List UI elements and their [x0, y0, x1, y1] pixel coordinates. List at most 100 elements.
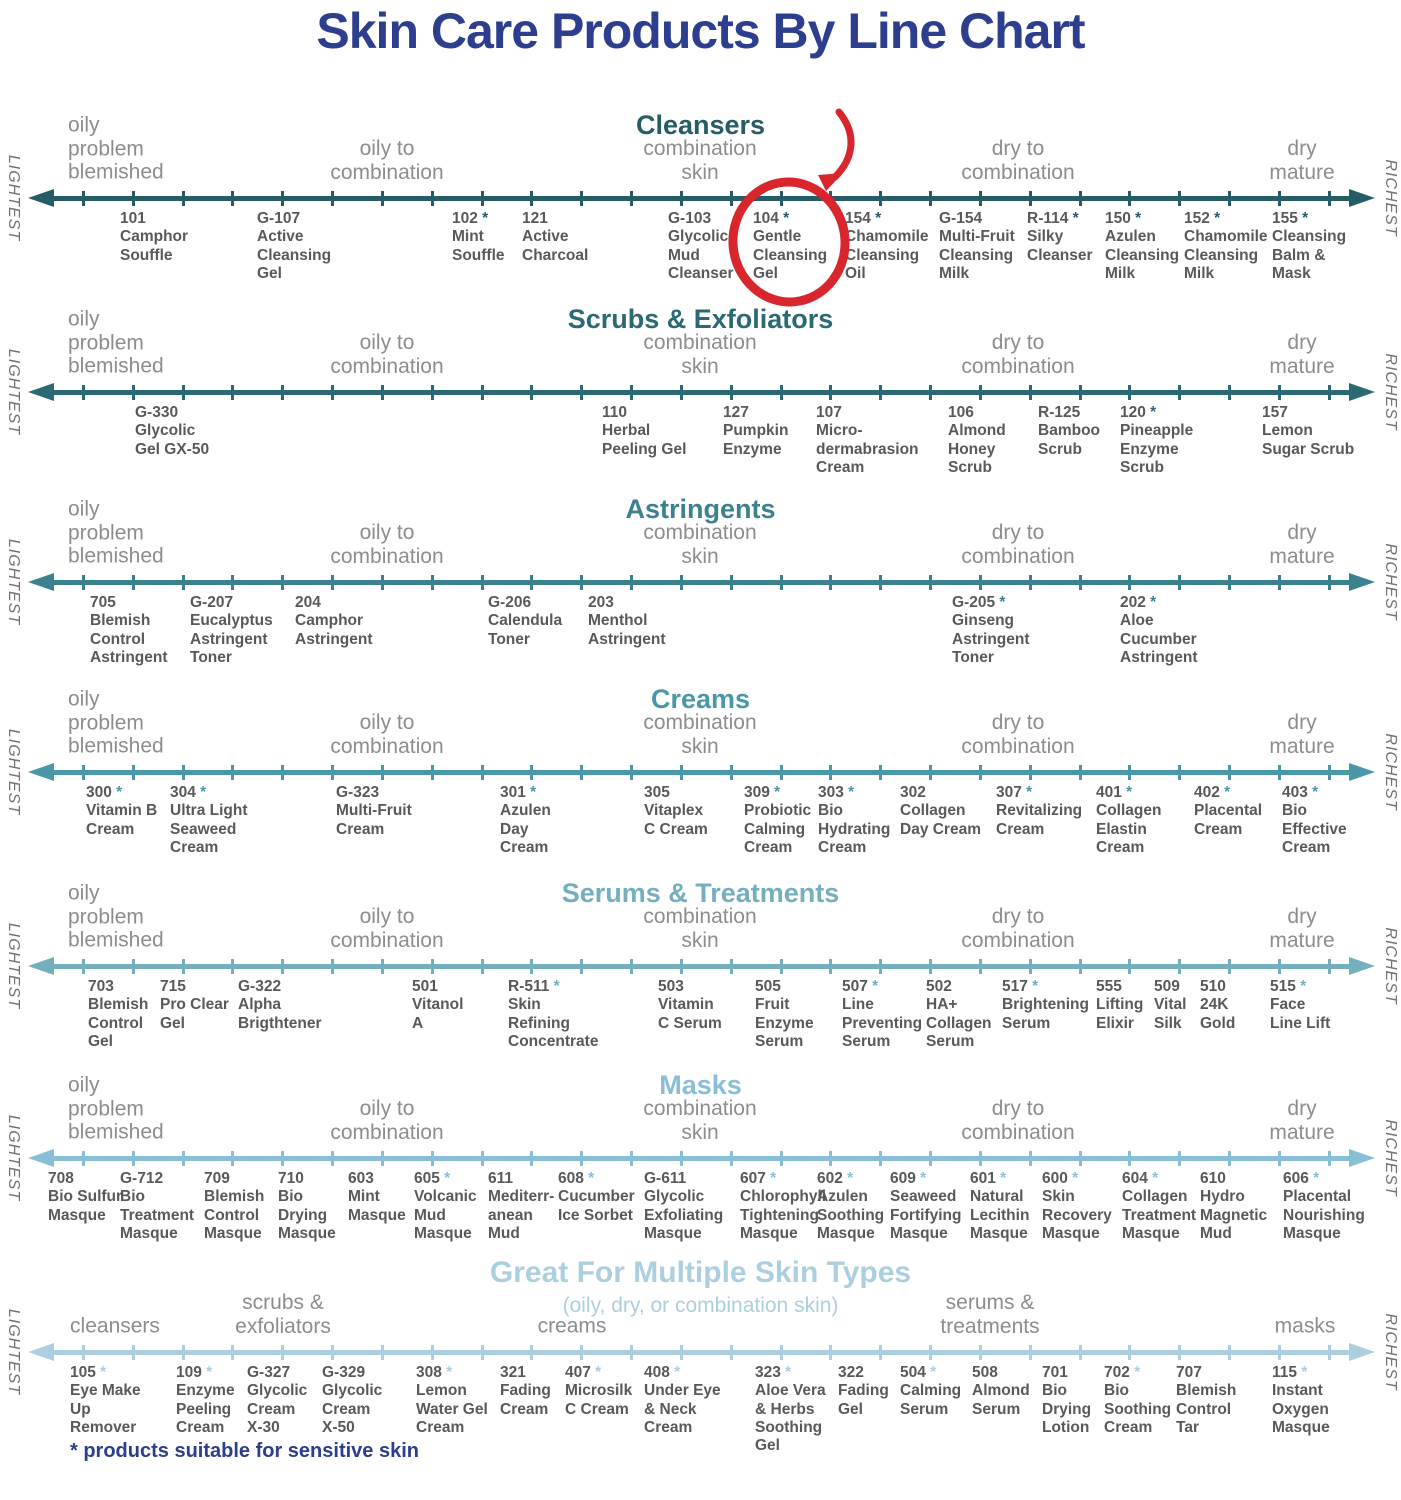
product-code: 606 * [1283, 1170, 1320, 1187]
product-code: 555 [1096, 978, 1122, 995]
product-name: Enzyme Peeling Cream [176, 1382, 235, 1436]
axis-bar [44, 579, 1359, 585]
sensitive-asterisk: * [1147, 1170, 1159, 1187]
axis-tick [630, 384, 634, 400]
axis-tick [380, 1150, 384, 1166]
section-title: Creams [650, 684, 751, 714]
product-item: 109 * Enzyme Peeling Cream [176, 1364, 235, 1437]
axis-tick [1228, 384, 1232, 400]
sensitive-asterisk: * [1027, 978, 1039, 995]
axis-label-richest: RICHEST [1382, 543, 1399, 621]
product-item: G-322 Alpha Brigthtener [238, 978, 322, 1033]
axis-arrow-left [28, 1343, 54, 1361]
section-masks: Masks oily problem blemished oily to combi… [0, 1058, 1401, 1268]
product-name: Cucumber Ice Sorbet [558, 1188, 635, 1224]
product-name: Bio Treatment Masque [120, 1188, 195, 1242]
sensitive-asterisk: * [195, 784, 207, 801]
product-name: Calming Serum [900, 1382, 962, 1418]
sensitive-asterisk: * [1295, 978, 1307, 995]
sensitive-asterisk: * [1297, 210, 1309, 227]
section-title: Masks [659, 1070, 742, 1100]
axis-tick [779, 764, 783, 780]
product-name: Vitamin C Serum [658, 996, 722, 1032]
sensitive-asterisk: * [925, 1364, 937, 1381]
product-item: 517 * Brightening Serum [1002, 978, 1089, 1033]
product-item: 303 * Bio Hydrating Cream [818, 784, 890, 857]
product-item: 603 Mint Masque [348, 1170, 406, 1225]
skin-type-label: dry to combination [961, 710, 1075, 758]
axis-bar [44, 195, 1359, 201]
product-code: 709 [204, 1170, 230, 1187]
product-name: Pumpkin Enzyme [723, 422, 789, 458]
sensitive-asterisk: * [1297, 1364, 1308, 1381]
product-item: 407 * Microsilk C Cream [565, 1364, 632, 1419]
axis-tick [978, 190, 982, 206]
skin-type-label: oily to combination [330, 520, 444, 568]
axis-tick [679, 190, 683, 206]
axis-arrow-right [1349, 383, 1375, 401]
sensitive-asterisk: * [441, 1364, 453, 1381]
product-item: 127 Pumpkin Enzyme [723, 404, 788, 459]
axis-tick [530, 384, 534, 400]
axis-tick [729, 384, 733, 400]
axis-tick [530, 764, 534, 780]
product-item: 101 Camphor Souffle [120, 210, 188, 265]
axis-tick [1228, 764, 1232, 780]
axis-tick [1128, 574, 1132, 590]
product-code: 307 * [996, 784, 1033, 801]
axis-tick [430, 574, 434, 590]
product-code: 710 [278, 1170, 304, 1187]
sensitive-asterisk: * [95, 1364, 107, 1381]
axis-ticks [82, 384, 1331, 400]
product-code: 102 * [452, 210, 489, 227]
product-name: Face Line Lift [1270, 996, 1331, 1032]
product-code: 510 [1200, 978, 1226, 995]
product-name: Micro- dermabrasion Cream [816, 422, 919, 476]
axis-tick [1178, 1344, 1182, 1360]
product-code: 508 [972, 1364, 998, 1381]
product-code: 101 [120, 210, 146, 227]
axis-line [28, 957, 1375, 975]
axis-arrow-left [28, 383, 54, 401]
skin-type-label: dry mature [1269, 1096, 1335, 1144]
sensitive-asterisk: * [1068, 210, 1079, 227]
product-name: Multi-Fruit Cream [336, 802, 412, 838]
skin-type-label: dry mature [1269, 710, 1335, 758]
axis-tick [978, 764, 982, 780]
product-item: G-154 Multi-Fruit Cleansing Milk [939, 210, 1015, 283]
axis-tick [1228, 574, 1232, 590]
axis-tick [1028, 384, 1032, 400]
skin-type-label: oily to combination [330, 710, 444, 758]
axis-tick [1178, 384, 1182, 400]
product-item: 605 * Volcanic Mud Masque [414, 1170, 477, 1243]
product-item: G-207 Eucalyptus Astringent Toner [190, 594, 273, 667]
product-item: 304 * Ultra Light Seaweed Cream [170, 784, 248, 857]
axis-tick [679, 574, 683, 590]
axis-tick [331, 958, 335, 974]
product-code: 515 * [1270, 978, 1307, 995]
axis-ticks [82, 190, 1331, 206]
axis-arrow-right [1349, 189, 1375, 207]
product-code: 608 * [558, 1170, 595, 1187]
sensitive-asterisk: * [769, 784, 781, 801]
axis-tick [729, 190, 733, 206]
product-name: Placental Nourishing Masque [1283, 1188, 1365, 1242]
product-name: Eucalyptus Astringent Toner [190, 612, 273, 666]
product-code: 152 * [1184, 210, 1221, 227]
product-name: Silky Cleanser [1027, 228, 1093, 264]
product-code: 109 * [176, 1364, 213, 1381]
product-code: 407 * [565, 1364, 602, 1381]
skin-type-label: oily to combination [330, 1096, 444, 1144]
axis-tick [281, 190, 285, 206]
product-code: G-327 [247, 1364, 291, 1381]
axis-tick [1327, 958, 1331, 974]
skin-type-label: dry to combination [961, 330, 1075, 378]
axis-tick [181, 384, 185, 400]
product-item: 608 * Cucumber Ice Sorbet [558, 1170, 635, 1225]
product-code: 322 [838, 1364, 864, 1381]
product-name: Eye Make Up Remover [70, 1382, 141, 1436]
product-item: G-206 Calendula Toner [488, 594, 562, 649]
product-code: G-322 [238, 978, 282, 995]
product-item: 323 * Aloe Vera & Herbs Soothing Gel [755, 1364, 826, 1455]
product-item: 408 * Under Eye & Neck Cream [644, 1364, 721, 1437]
